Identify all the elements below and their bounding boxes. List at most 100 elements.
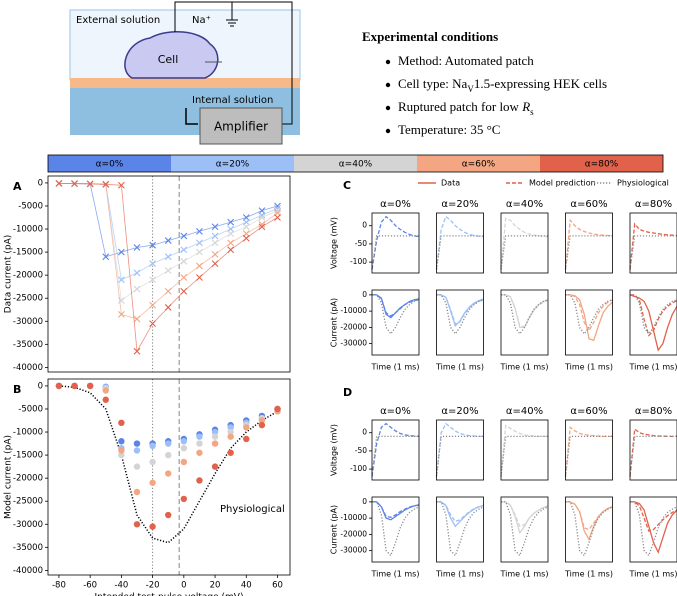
series-line [501,294,549,336]
colorbar-segment [417,155,540,172]
panel-label: D [343,386,352,399]
axes-frame [371,419,420,481]
chart-panel: α=60% [564,199,613,274]
series-line [436,501,484,528]
axes-frame [47,175,291,373]
series-line [500,235,548,270]
panel-label: B [13,383,21,396]
y-tick-label: -15000 [13,451,43,461]
data-point [227,433,234,440]
data-point [258,214,266,221]
series-line [372,294,420,336]
data-point [211,433,219,440]
data-point [243,424,250,431]
conditions-title: Experimental conditions [362,29,498,44]
data-point [274,207,281,214]
y-tick-label: -15000 [13,248,43,258]
series-line [501,294,549,328]
annotation: Physiological [220,504,285,515]
condition-text: Ruptured patch for low [398,99,522,114]
x-tick-label: 0 [181,581,186,591]
y-tick-label: -5000 [18,201,43,211]
axes-frame [565,496,613,563]
y-tick-label: -20000 [340,529,367,538]
data-point [164,304,172,311]
data-point [211,440,219,447]
data-point [117,181,125,189]
y-tick-label: -10000 [13,428,43,438]
y-tick-label: -20000 [13,474,43,484]
axes-frame [629,212,677,274]
y-tick-label: -50 [355,239,367,248]
y-tick-label: -20000 [340,322,367,331]
panel-title: α=0% [380,199,411,210]
series-line [565,501,613,557]
data-point [227,239,235,247]
y-tick-label: 0 [362,290,367,299]
data-point [196,440,203,447]
series-line [371,422,420,477]
series-line [564,435,613,477]
colorbar-segment [540,155,663,172]
cell [124,31,219,79]
colorbar-label: α=0% [96,160,124,170]
series-line [564,218,613,270]
ground [226,2,238,27]
data-point [196,248,203,256]
axes-frame [436,289,484,356]
y-tick-label: 0 [38,178,43,188]
data-point [71,180,78,187]
data-point [149,276,156,284]
x-tick-label: -60 [83,581,97,591]
x-axis-label: Intended test-pulse voltage (mV) [95,593,244,596]
y-tick-label: -30000 [340,546,367,555]
condition-text: V [467,84,474,94]
series-line [58,183,278,302]
data-point [196,239,203,247]
data-point [133,347,141,355]
y-tick-label: -5000 [18,404,43,414]
condition-item: Ruptured patch for low Rs [398,99,534,117]
y-tick-label: -30000 [340,339,367,348]
data-point [86,180,94,188]
x-axis-label: Time (1 ms) [371,363,420,372]
data-point [118,447,125,454]
data-point [102,396,109,403]
series-line [435,422,484,477]
chart-panel: -100 -50 0 α=0% Voltage (mV) D [330,386,420,481]
axes-frame [500,212,549,274]
series-line [436,294,484,336]
x-axis-label: Time (1 ms) [500,570,549,579]
legend-label: Model prediction [529,179,596,188]
x-tick-label: -80 [52,581,66,591]
data-point [149,458,156,466]
y-tick-label: -40000 [13,566,43,576]
data-point [258,421,266,429]
data-point [102,180,110,188]
series-line [630,294,677,337]
series-line [500,435,548,477]
x-tick-label: 20 [210,581,221,591]
membrane [70,78,300,88]
series-line [436,501,484,557]
axes-frame [565,212,613,274]
y-tick-label: -100 [350,464,367,473]
x-tick-label: 60 [272,581,283,591]
data-point [196,477,203,484]
colorbar-frame [47,154,664,173]
series-line [564,426,613,477]
series-line [565,294,613,332]
legend-label: Physiological [617,179,669,188]
data-point [164,267,172,274]
chart-panel: Time (1 ms) [500,496,549,579]
condition-text: 1.5-expressing HEK cells [474,76,607,91]
series-line [436,501,484,523]
data-point [133,440,141,447]
data-point [242,223,250,231]
x-tick-label: 40 [241,581,252,591]
condition-item: Method: Automated patch [398,53,534,68]
condition-text: Cell type: Na [398,76,468,91]
panel-title: α=60% [570,406,607,417]
series-line [500,217,549,270]
